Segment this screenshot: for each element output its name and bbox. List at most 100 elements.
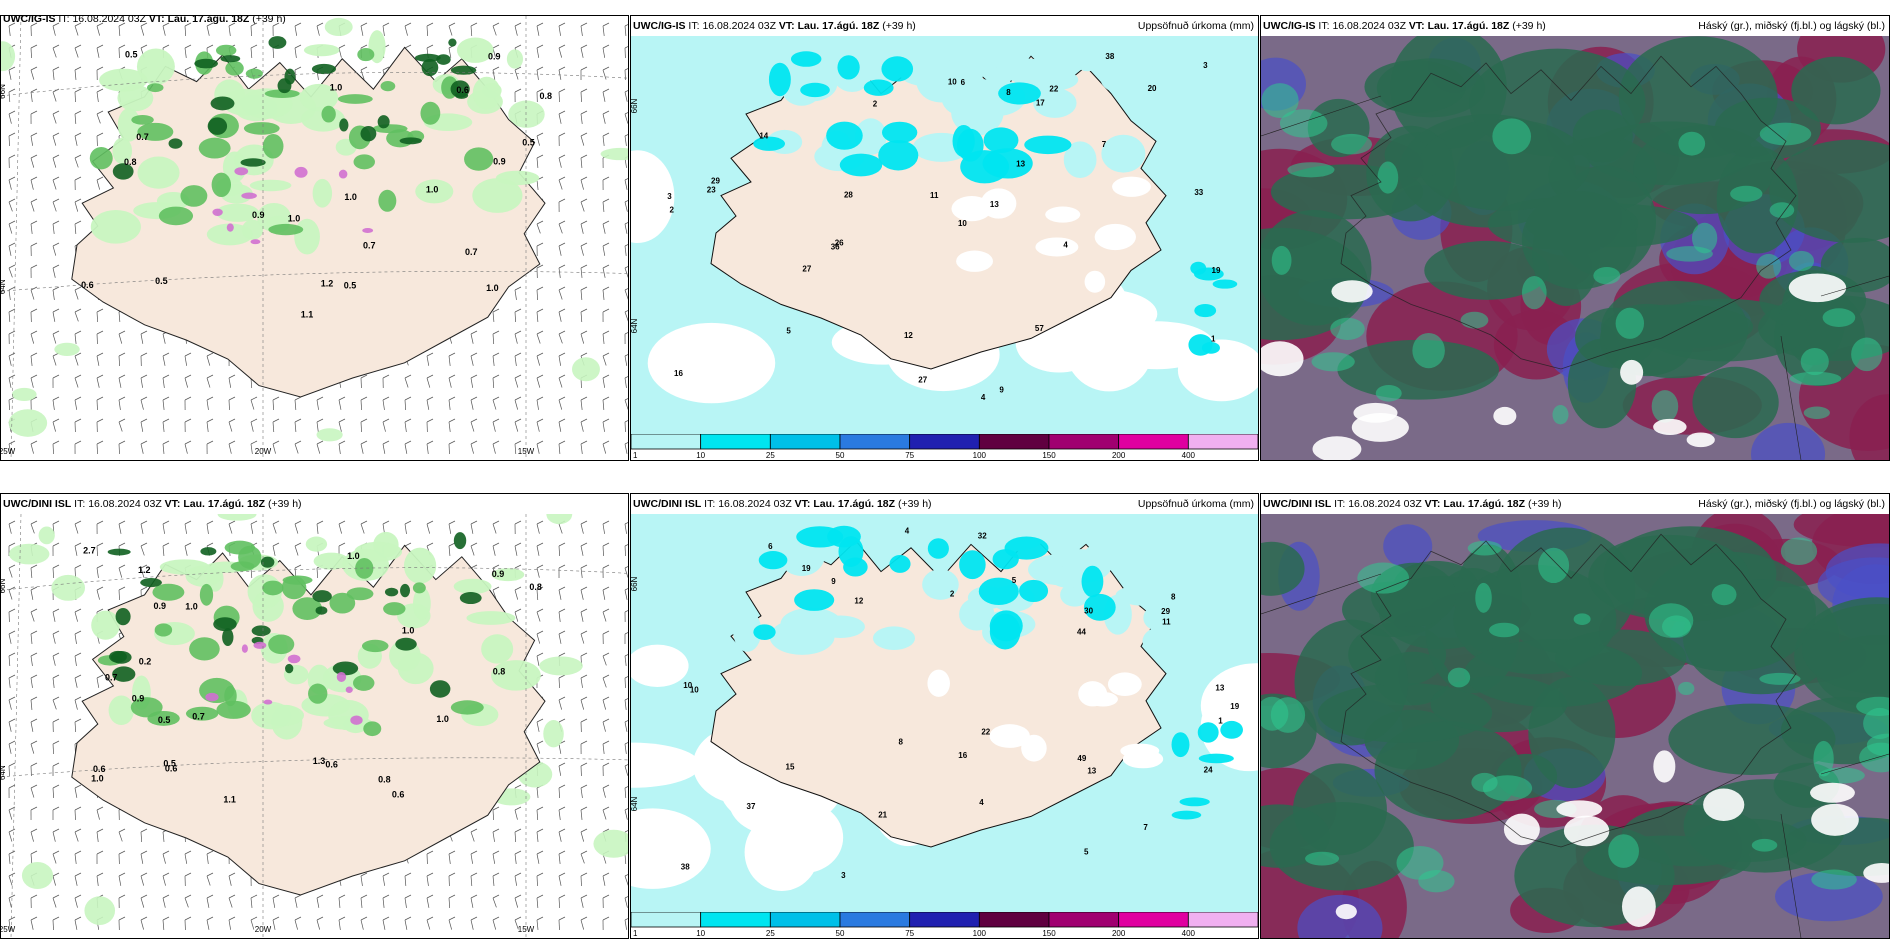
legend-tick-label: 100 [973,929,987,938]
legend-ticks: 1 10 25 50 75 100 150 200 400 [633,451,1196,460]
wind-value-label: 0.7 [363,240,376,250]
wind-value-label: 0.6 [392,790,405,800]
legend-tick-label: 200 [1112,451,1126,460]
lat-label: 66N [631,98,639,113]
map-cloud-ig[interactable] [1261,36,1889,460]
panel-dini-cloud: UWC/DINI ISL IT: 16.08.2024 03Z VT: Lau.… [1260,493,1890,939]
panel-title: UWC/DINI ISL IT: 16.08.2024 03Z VT: Lau.… [633,498,932,510]
wind-value-label: 0.6 [93,764,106,774]
panel-title: UWC/IG-IS IT: 16.08.2024 03Z VT: Lau. 17… [3,15,286,25]
wind-value-label: 0.7 [136,132,149,142]
precip-value-label: 8 [1006,88,1011,97]
precip-value-label: 2 [670,206,675,215]
wind-value-label: 0.8 [529,582,542,592]
precip-value-label: 2 [950,590,955,599]
lat-label: 66N [1,84,7,99]
lat-lon-grid [1261,95,1889,460]
precip-value-label: 15 [786,762,795,771]
lon-label: 15W [518,447,535,456]
wind-value-label: 1.0 [185,602,198,612]
legend-swatches [631,912,1258,928]
precip-value-label: 57 [1035,324,1044,333]
iceland-land [710,55,1167,370]
legend-tick-label: 150 [1042,929,1056,938]
wind-value-label: 0.8 [124,157,137,167]
legend-tick-label: 75 [905,451,914,460]
wind-value-label: 0.7 [105,672,118,682]
precip-value-label: 38 [681,863,690,872]
legend-tick-label: 100 [973,451,987,460]
wind-value-label: 1.3 [313,756,326,766]
lat-label: 64N [1,765,7,780]
legend-swatch [1048,912,1120,928]
legend-swatch [978,434,1050,450]
grid-labels: 66N 64N [631,98,639,333]
legend-tick-label: 400 [1182,929,1196,938]
map-cloud-dini[interactable] [1261,514,1889,938]
legend-swatch [909,912,980,928]
legend-swatches [631,434,1258,450]
wind-value-label: 0.9 [492,569,505,579]
wind-value-label: 1.1 [301,309,314,319]
wind-gust-spots [212,166,374,245]
legend-swatch [839,912,911,928]
clear-sky [1261,273,1847,460]
precip-value-label: 13 [1087,767,1096,776]
legend-swatch [769,434,841,450]
precip-value-label: 10 [683,681,692,690]
precip-value-label: 20 [1148,84,1157,93]
precip-value-label: 22 [1049,85,1058,94]
high-cloud [1261,526,1889,928]
precip-mid [753,525,1116,650]
wind-value-label: 0.5 [125,50,138,60]
wind-value-label: 0.2 [139,656,152,666]
precip-value-label: 12 [854,596,863,605]
lat-label: 64N [631,796,639,811]
precip-value-label: 14 [759,132,768,141]
precip-value-label: 36 [831,243,840,252]
precip-value-label: 19 [1230,702,1239,711]
precip-value-label: 22 [981,728,990,737]
precip-value-label: 13 [1016,159,1025,168]
map-wind-ig[interactable]: 66N64N25W20W15W0.60.71.20.90.51.00.81.10… [1,16,628,460]
map-wind-dini[interactable]: 66N64N25W20W15W0.21.00.60.90.61.20.81.00… [1,514,628,938]
lat-lon-grid [1261,573,1889,938]
panel-subtitle: Háský (gr.), miðský (fj.bl.) og lágský (… [1694,498,1885,510]
precip-value-label: 1 [1218,717,1223,726]
precip-value-label: 5 [786,327,791,336]
legend-ticks: 1 10 25 50 75 100 150 200 400 [633,929,1196,938]
precip-value-label: 30 [1084,606,1093,615]
precip-value-label: 5 [1012,576,1017,585]
wind-value-label: 1.0 [402,626,415,636]
map-precip-dini[interactable]: 66N 64N 8 10 4 5 12 13 19 44 49 30 32 38 22 37 15 10 7 5 2 1 4… [631,514,1258,912]
precip-value-label: 10 [958,219,967,228]
legend-swatch [700,912,771,928]
panel-dini-wind: UWC/DINI ISL IT: 16.08.2024 03Z VT: Lau.… [0,493,629,939]
wind-value-label: 1.0 [288,214,301,224]
precip-value-label: 9 [831,577,836,586]
precip-value-label: 6 [961,78,966,87]
lon-label: 25W [1,447,16,456]
precip-values: 8104512131944493032382237151075214929211… [681,527,1240,880]
precip-value-label: 5 [1084,847,1089,856]
precip-value-label: 33 [1194,188,1203,197]
wind-shading-mid [89,44,494,236]
precip-value-label: 3 [841,871,846,880]
legend-tick-label: 150 [1042,451,1056,460]
legend-tick-label: 50 [836,929,845,938]
precip-mid [753,51,1072,184]
precip-value-label: 19 [1212,266,1221,275]
precip-value-label: 19 [802,564,811,573]
legend-swatch [769,912,841,928]
precip-mid-sea [1188,261,1238,356]
wind-value-label: 1.0 [436,714,449,724]
wind-value-label: 0.9 [493,156,506,166]
precip-value-label: 8 [899,737,904,746]
precip-value-label: 4 [979,798,984,807]
precip-value-label: 21 [878,810,887,819]
high-cloud-edges [1261,537,1889,893]
map-precip-ig[interactable]: 66N 64N 4 9 7 2 13 10 14 29 38 36 28 33 23 57 26 20 12 5 3 1 2… [631,36,1258,434]
precip-value-label: 23 [707,186,716,195]
precip-value-label: 29 [711,177,720,186]
